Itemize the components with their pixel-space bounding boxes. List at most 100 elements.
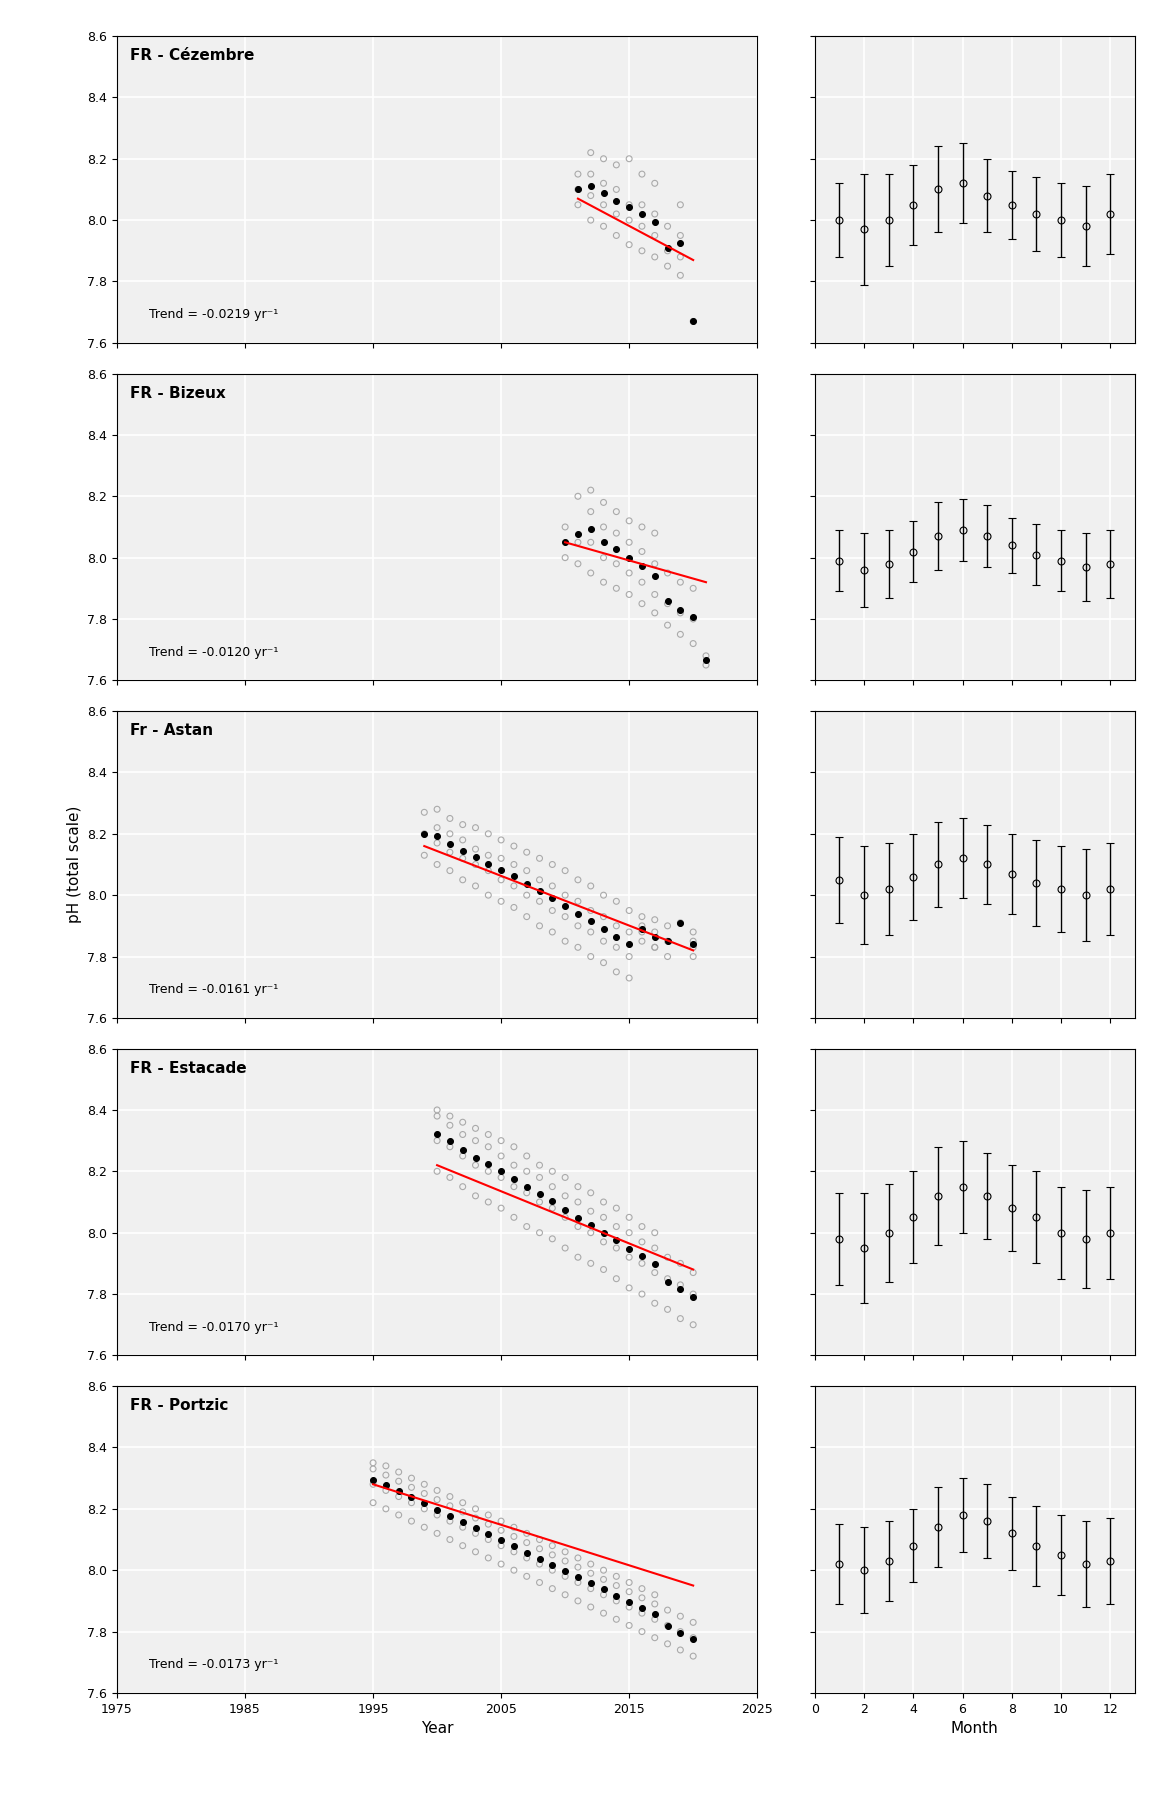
Point bbox=[441, 828, 460, 857]
Point bbox=[491, 886, 510, 915]
Point bbox=[428, 1095, 447, 1124]
Point bbox=[581, 908, 600, 937]
Point bbox=[646, 1623, 665, 1652]
Point bbox=[646, 1590, 665, 1619]
Point bbox=[672, 598, 690, 627]
Point bbox=[659, 1612, 677, 1641]
Point bbox=[620, 1243, 639, 1272]
Point bbox=[556, 855, 574, 884]
Point bbox=[491, 1525, 510, 1554]
Point bbox=[569, 1587, 587, 1615]
Point bbox=[491, 866, 510, 895]
Point bbox=[569, 1172, 587, 1201]
Point bbox=[504, 1151, 523, 1180]
Point bbox=[428, 1120, 447, 1149]
Point bbox=[696, 650, 715, 679]
Point bbox=[607, 922, 626, 951]
Point bbox=[491, 1549, 510, 1578]
Point bbox=[504, 1133, 523, 1162]
Point bbox=[491, 1156, 510, 1185]
Point bbox=[581, 139, 600, 167]
Point bbox=[569, 1563, 587, 1592]
Point bbox=[581, 475, 600, 504]
Point bbox=[517, 1561, 536, 1590]
Point bbox=[620, 1592, 639, 1621]
Point bbox=[569, 1243, 587, 1272]
Point bbox=[659, 911, 677, 940]
Point bbox=[683, 1643, 702, 1671]
Point bbox=[556, 1203, 574, 1232]
Point bbox=[594, 1574, 613, 1605]
Point bbox=[479, 1500, 497, 1529]
Point bbox=[659, 1630, 677, 1659]
Point bbox=[390, 1477, 408, 1506]
Point bbox=[683, 603, 702, 632]
Point bbox=[402, 1473, 421, 1502]
Point bbox=[683, 575, 702, 603]
Point bbox=[620, 506, 639, 535]
Point bbox=[581, 942, 600, 971]
Point bbox=[672, 229, 690, 258]
Point bbox=[620, 929, 639, 958]
Point bbox=[683, 1625, 702, 1653]
Point bbox=[594, 169, 613, 198]
Point bbox=[517, 1156, 536, 1185]
Point bbox=[659, 1268, 677, 1297]
Point bbox=[594, 567, 613, 596]
Point bbox=[646, 598, 665, 627]
Point bbox=[659, 1612, 677, 1641]
Point bbox=[581, 205, 600, 234]
Point bbox=[491, 825, 510, 854]
Point bbox=[441, 1525, 460, 1554]
Point bbox=[517, 837, 536, 866]
Point bbox=[581, 1560, 600, 1588]
Text: Fr - Astan: Fr - Astan bbox=[130, 724, 213, 738]
Point bbox=[581, 872, 600, 900]
Point bbox=[517, 870, 536, 899]
Point bbox=[569, 528, 587, 557]
Point bbox=[479, 1149, 497, 1178]
Point bbox=[633, 191, 652, 220]
Point bbox=[646, 562, 665, 591]
Point bbox=[620, 1587, 639, 1615]
Point bbox=[683, 942, 702, 971]
Point bbox=[594, 528, 613, 557]
Point bbox=[569, 1569, 587, 1597]
Point bbox=[466, 843, 484, 872]
Point bbox=[504, 1556, 523, 1585]
Point bbox=[517, 881, 536, 910]
Point bbox=[633, 928, 652, 956]
Point bbox=[479, 881, 497, 910]
Point bbox=[581, 1592, 600, 1621]
Point bbox=[364, 1455, 383, 1484]
Text: FR - Bizeux: FR - Bizeux bbox=[130, 385, 226, 402]
Point bbox=[453, 1513, 472, 1542]
Point bbox=[453, 1531, 472, 1560]
Point bbox=[491, 1194, 510, 1223]
Point bbox=[530, 911, 549, 940]
Point bbox=[377, 1477, 395, 1506]
Point bbox=[441, 1127, 460, 1156]
Point bbox=[504, 872, 523, 900]
Point bbox=[633, 911, 652, 940]
Point bbox=[594, 191, 613, 220]
Point bbox=[466, 1504, 484, 1533]
Point bbox=[672, 1270, 690, 1299]
Point bbox=[646, 1250, 665, 1279]
Point bbox=[659, 589, 677, 618]
Point bbox=[453, 1142, 472, 1171]
Point bbox=[594, 1556, 613, 1585]
Point bbox=[466, 1518, 484, 1547]
Point bbox=[683, 928, 702, 956]
Point bbox=[594, 1255, 613, 1284]
Point bbox=[517, 1178, 536, 1207]
Point bbox=[659, 585, 677, 614]
Point bbox=[390, 1457, 408, 1486]
Point bbox=[364, 1470, 383, 1498]
Point bbox=[530, 1217, 549, 1246]
Point bbox=[556, 1579, 574, 1608]
Point bbox=[607, 886, 626, 915]
Point bbox=[415, 1479, 434, 1507]
Point bbox=[466, 1126, 484, 1154]
Point bbox=[633, 1281, 652, 1309]
